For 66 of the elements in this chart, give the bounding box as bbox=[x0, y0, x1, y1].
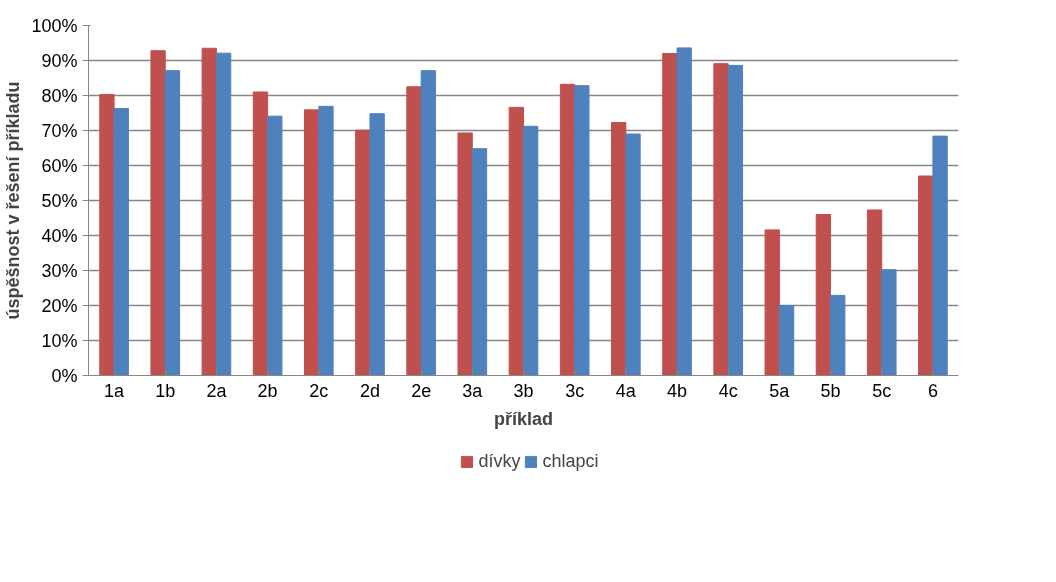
x-tick-label: 4c bbox=[718, 380, 738, 401]
x-tick-label: 2e bbox=[411, 380, 432, 401]
x-tick-label: 2d bbox=[359, 380, 380, 401]
y-tick-label: 30% bbox=[41, 260, 78, 281]
x-tick-label: 1b bbox=[155, 380, 176, 401]
bar bbox=[457, 132, 473, 376]
bar bbox=[303, 109, 320, 376]
bar bbox=[318, 105, 334, 376]
bar bbox=[420, 70, 436, 376]
bar bbox=[406, 86, 422, 376]
x-tick-label: 2a bbox=[206, 380, 228, 401]
y-tick-label: 0% bbox=[51, 365, 78, 386]
y-tick-label: 70% bbox=[41, 120, 78, 141]
bar bbox=[252, 91, 269, 376]
bar bbox=[113, 107, 129, 376]
bar bbox=[201, 47, 217, 376]
bar bbox=[355, 129, 371, 376]
bar bbox=[611, 121, 627, 376]
x-tick-label: 3b bbox=[513, 380, 534, 401]
bar bbox=[215, 52, 232, 376]
x-tick-label: 1a bbox=[104, 380, 126, 401]
bar bbox=[508, 106, 524, 376]
y-axis-title: úspěšnost v řešení příkladu bbox=[3, 81, 24, 320]
bar bbox=[727, 64, 744, 376]
x-tick-label: 3a bbox=[462, 380, 484, 401]
x-tick-label: 4a bbox=[615, 380, 637, 401]
y-tick-label: 80% bbox=[41, 85, 78, 106]
bar bbox=[713, 63, 729, 376]
bar bbox=[369, 113, 385, 376]
bar bbox=[932, 135, 948, 376]
bar bbox=[778, 305, 795, 376]
x-tick-label: 5a bbox=[769, 380, 791, 401]
bar bbox=[625, 133, 641, 376]
bar bbox=[99, 93, 115, 376]
bar bbox=[471, 148, 488, 376]
bar bbox=[574, 85, 590, 376]
bar bbox=[559, 83, 576, 376]
x-tick-label: 2c bbox=[309, 380, 329, 401]
bar bbox=[764, 229, 780, 376]
bar bbox=[676, 47, 692, 376]
bar bbox=[150, 50, 166, 376]
y-tick-label: 60% bbox=[41, 155, 78, 176]
legend-label: dívky bbox=[478, 450, 521, 472]
y-tick-label: 50% bbox=[41, 190, 78, 211]
bar bbox=[866, 209, 883, 376]
y-tick-label: 100% bbox=[31, 15, 78, 36]
x-tick-label: 3c bbox=[565, 380, 585, 401]
y-tick-label: 20% bbox=[41, 295, 78, 316]
y-tick-label: 90% bbox=[41, 50, 78, 71]
bar bbox=[523, 125, 539, 376]
bar bbox=[918, 175, 934, 376]
y-tick-label: 40% bbox=[41, 225, 78, 246]
bar bbox=[830, 294, 846, 376]
x-tick-label: 4b bbox=[667, 380, 688, 401]
x-tick-label: 2b bbox=[257, 380, 278, 401]
bar bbox=[881, 269, 897, 376]
bar bbox=[267, 115, 283, 376]
legend-label: chlapci bbox=[542, 450, 599, 472]
bar bbox=[815, 214, 832, 376]
x-tick-label: 5c bbox=[872, 380, 892, 401]
x-tick-label: 6 bbox=[927, 380, 938, 401]
bar bbox=[662, 53, 678, 376]
bar bbox=[164, 70, 181, 376]
x-tick-label: 5b bbox=[820, 380, 841, 401]
y-tick-label: 10% bbox=[41, 330, 78, 351]
x-axis-title: příklad bbox=[493, 408, 554, 429]
